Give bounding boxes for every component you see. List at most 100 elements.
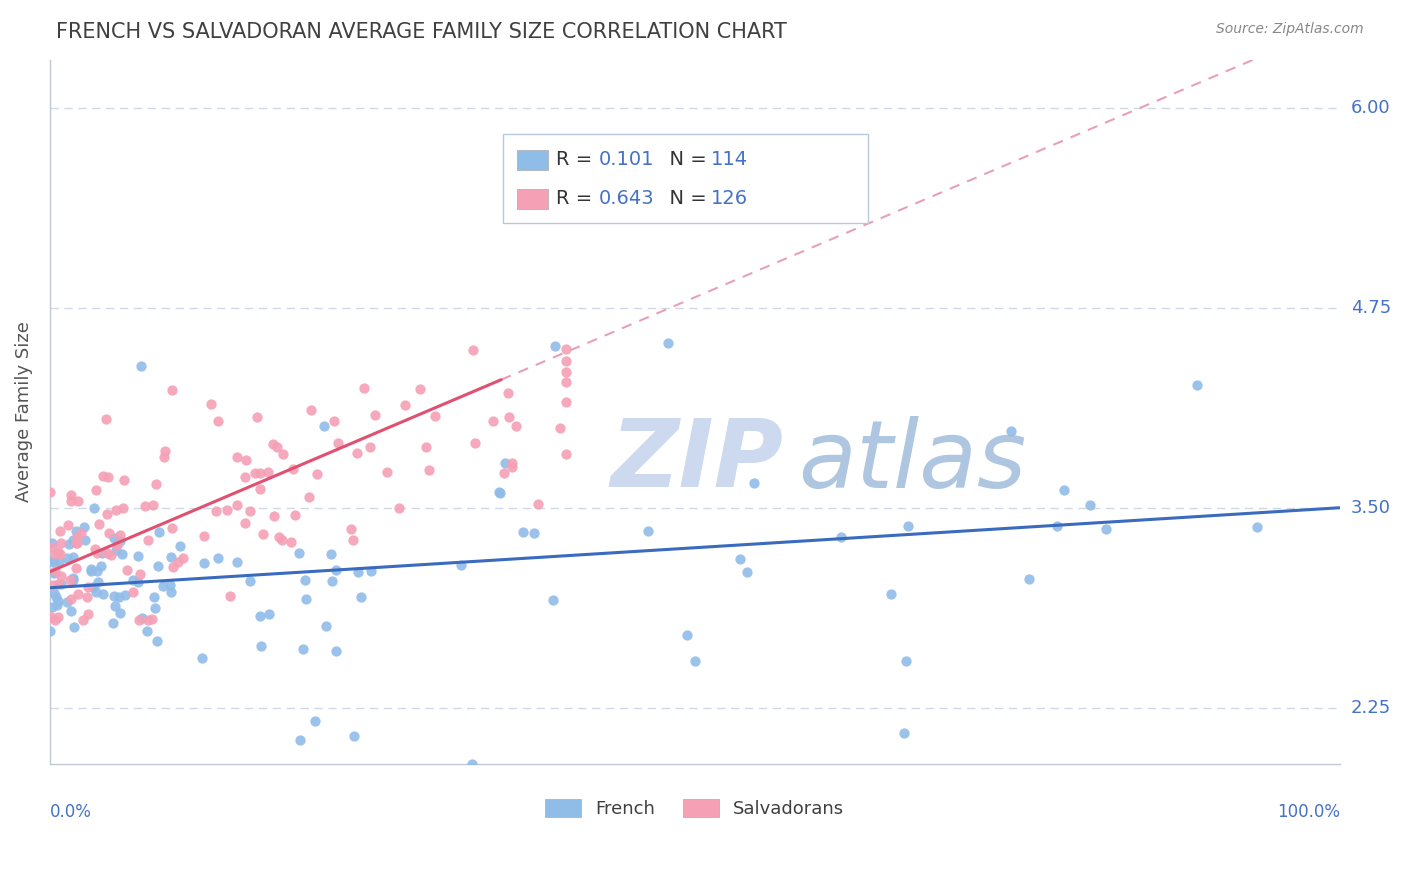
- Point: [360, 564, 382, 578]
- Point: [492, 466, 515, 480]
- Point: [207, 551, 229, 566]
- Point: [162, 560, 184, 574]
- Point: [166, 555, 188, 569]
- Point: [1095, 522, 1118, 536]
- Point: [359, 441, 381, 455]
- Point: [879, 587, 901, 601]
- Point: [270, 533, 292, 548]
- Point: [554, 447, 576, 461]
- Point: [59, 605, 82, 619]
- Point: [169, 539, 191, 553]
- Point: [65, 524, 87, 539]
- Point: [77, 580, 100, 594]
- Text: 0.0%: 0.0%: [49, 803, 91, 821]
- Point: [55, 595, 77, 609]
- Point: [46, 577, 69, 591]
- Point: [136, 533, 159, 548]
- Point: [128, 613, 150, 627]
- Point: [298, 490, 321, 504]
- Point: [42, 577, 65, 591]
- Y-axis label: Average Family Size: Average Family Size: [15, 321, 32, 502]
- Point: [325, 563, 347, 577]
- Point: [145, 476, 167, 491]
- Point: [207, 414, 229, 428]
- Point: [160, 383, 183, 397]
- Point: [46, 544, 69, 558]
- Point: [146, 558, 169, 573]
- Text: 4.75: 4.75: [1351, 299, 1391, 317]
- Point: [340, 522, 363, 536]
- Point: [70, 525, 93, 540]
- Point: [1053, 483, 1076, 497]
- Point: [299, 402, 322, 417]
- Point: [76, 590, 98, 604]
- Point: [284, 508, 307, 522]
- Point: [343, 729, 366, 743]
- Point: [1018, 573, 1040, 587]
- Point: [142, 498, 165, 512]
- Point: [127, 549, 149, 564]
- Point: [263, 437, 285, 451]
- Point: [49, 536, 72, 550]
- Point: [65, 561, 87, 575]
- Text: 6.00: 6.00: [1351, 99, 1391, 117]
- Point: [218, 589, 240, 603]
- Point: [375, 466, 398, 480]
- Point: [489, 486, 512, 500]
- Point: [80, 564, 103, 578]
- Point: [554, 395, 576, 409]
- Point: [423, 409, 446, 424]
- Text: 100.0%: 100.0%: [1277, 803, 1340, 821]
- Point: [505, 419, 527, 434]
- Point: [136, 613, 159, 627]
- Point: [728, 552, 751, 566]
- Point: [543, 593, 565, 607]
- Point: [235, 453, 257, 467]
- Point: [554, 343, 576, 357]
- Point: [80, 562, 103, 576]
- Point: [143, 590, 166, 604]
- Point: [122, 584, 145, 599]
- Point: [63, 620, 86, 634]
- Text: N =: N =: [657, 189, 713, 208]
- Point: [233, 516, 256, 530]
- Point: [415, 440, 437, 454]
- Point: [46, 610, 69, 624]
- Point: [350, 591, 373, 605]
- Point: [200, 397, 222, 411]
- Point: [41, 536, 63, 550]
- Point: [742, 475, 765, 490]
- Point: [394, 398, 416, 412]
- Point: [160, 550, 183, 565]
- Point: [225, 498, 247, 512]
- Point: [86, 585, 108, 599]
- Point: [307, 467, 329, 481]
- Point: [103, 531, 125, 545]
- Point: [38, 485, 60, 500]
- Point: [90, 559, 112, 574]
- Point: [347, 565, 370, 579]
- Point: [233, 469, 256, 483]
- Point: [322, 414, 344, 428]
- Point: [495, 456, 517, 470]
- Point: [38, 554, 60, 568]
- Point: [1185, 378, 1208, 392]
- Point: [191, 650, 214, 665]
- Point: [97, 470, 120, 484]
- Point: [110, 547, 132, 561]
- Text: R =: R =: [557, 150, 599, 169]
- Point: [96, 507, 118, 521]
- Point: [280, 534, 302, 549]
- Text: ZIP: ZIP: [610, 415, 783, 507]
- Point: [108, 533, 131, 548]
- Point: [131, 611, 153, 625]
- Point: [243, 467, 266, 481]
- Point: [1078, 498, 1101, 512]
- Point: [108, 606, 131, 620]
- Point: [246, 409, 269, 424]
- Point: [59, 573, 82, 587]
- Point: [249, 466, 271, 480]
- Text: 126: 126: [710, 189, 748, 208]
- Point: [49, 524, 72, 539]
- Point: [267, 530, 290, 544]
